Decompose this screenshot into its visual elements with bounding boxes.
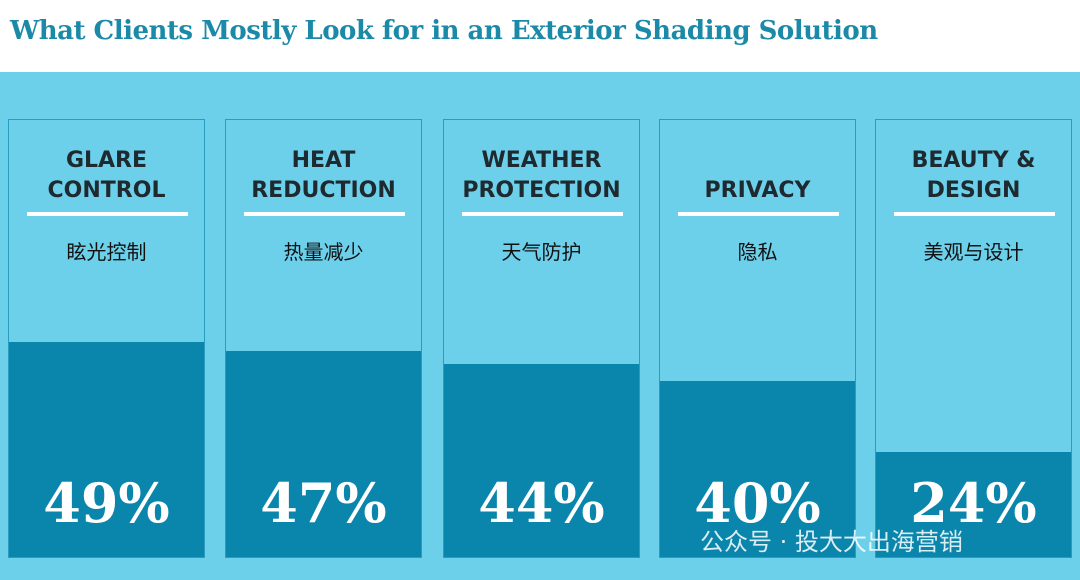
category-box: GLARE CONTROL (9, 142, 204, 206)
divider (27, 212, 188, 216)
category-box: WEATHER PROTECTION (444, 142, 639, 206)
category-subtitle: 眩光控制 (66, 240, 147, 264)
bar (226, 350, 421, 557)
value-label: 49% (43, 471, 170, 535)
divider (894, 212, 1055, 216)
category-subtitle: 天气防护 (501, 240, 582, 264)
category-label: BEAUTY & DESIGN (911, 148, 1036, 203)
value-label: 40% (694, 471, 821, 535)
category-subtitle: 热量减少 (283, 240, 364, 264)
divider (462, 212, 623, 216)
panel: GLARE CONTROL 眩光控制 49% (8, 119, 205, 558)
value-label: 44% (478, 471, 605, 535)
panel: BEAUTY & DESIGN 美观与设计 24% (875, 119, 1072, 558)
category-box: PRIVACY (660, 142, 855, 206)
bar (444, 363, 639, 557)
panel: WEATHER PROTECTION 天气防护 44% (443, 119, 640, 558)
bar (876, 451, 1071, 557)
category-label: GLARE CONTROL (47, 148, 166, 203)
category-subtitle: 隐私 (737, 240, 778, 264)
category-label: HEAT REDUCTION (251, 148, 396, 203)
panel: PRIVACY 隐私 40% (659, 119, 856, 558)
category-box: BEAUTY & DESIGN (876, 142, 1071, 206)
value-label: 47% (260, 471, 387, 535)
divider (678, 212, 839, 216)
category-subtitle: 美观与设计 (923, 240, 1024, 264)
chart-title: What Clients Mostly Look for in an Exter… (10, 16, 878, 46)
category-box: HEAT REDUCTION (226, 142, 421, 206)
category-label: WEATHER PROTECTION (462, 148, 621, 203)
watermark: 公众号 · 投大大出海营销 (700, 528, 963, 556)
category-label: PRIVACY (704, 178, 811, 203)
divider (244, 212, 405, 216)
value-label: 24% (910, 471, 1037, 535)
bar (9, 341, 204, 557)
bar (660, 381, 855, 557)
panel: HEAT REDUCTION 热量减少 47% (225, 119, 422, 558)
